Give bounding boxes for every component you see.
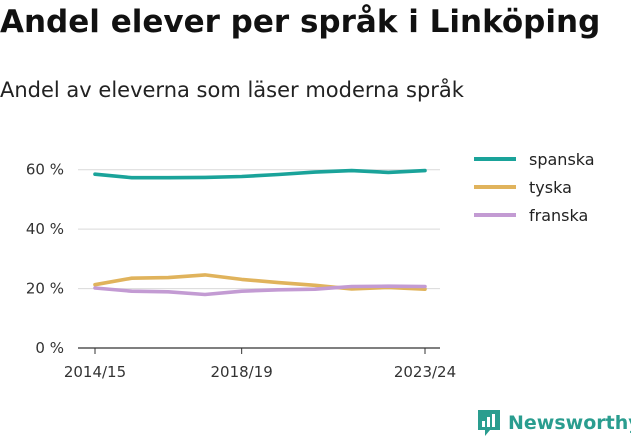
chart-title: Andel elever per språk i Linköping	[0, 4, 601, 40]
x-tick-label: 2023/24	[394, 363, 456, 381]
y-tick-label: 40 %	[26, 220, 64, 238]
series-lines	[93, 168, 427, 297]
series-line-spanska	[93, 168, 427, 180]
legend-label-franska: franska	[529, 206, 588, 225]
bar-chart-bubble-icon	[478, 410, 500, 436]
brand-logo: Newsworthy	[476, 408, 631, 438]
y-axis: 0 % 20 % 40 % 60 %	[26, 161, 64, 357]
chart-subtitle: Andel av eleverna som läser moderna språ…	[0, 78, 464, 102]
x-axis: 2014/15 2018/19 2023/24	[64, 348, 456, 381]
gridlines	[78, 169, 440, 349]
legend-label-tyska: tyska	[529, 178, 572, 197]
y-tick-label: 20 %	[26, 280, 64, 298]
x-tick-label: 2014/15	[64, 363, 126, 381]
y-tick-label: 0 %	[35, 339, 64, 357]
legend: spanska tyska franska	[474, 150, 595, 225]
series-line-franska	[93, 284, 427, 297]
y-tick-label: 60 %	[26, 161, 64, 179]
brand-name: Newsworthy	[508, 412, 631, 434]
x-tick-label: 2018/19	[211, 363, 273, 381]
legend-label-spanska: spanska	[529, 150, 595, 169]
